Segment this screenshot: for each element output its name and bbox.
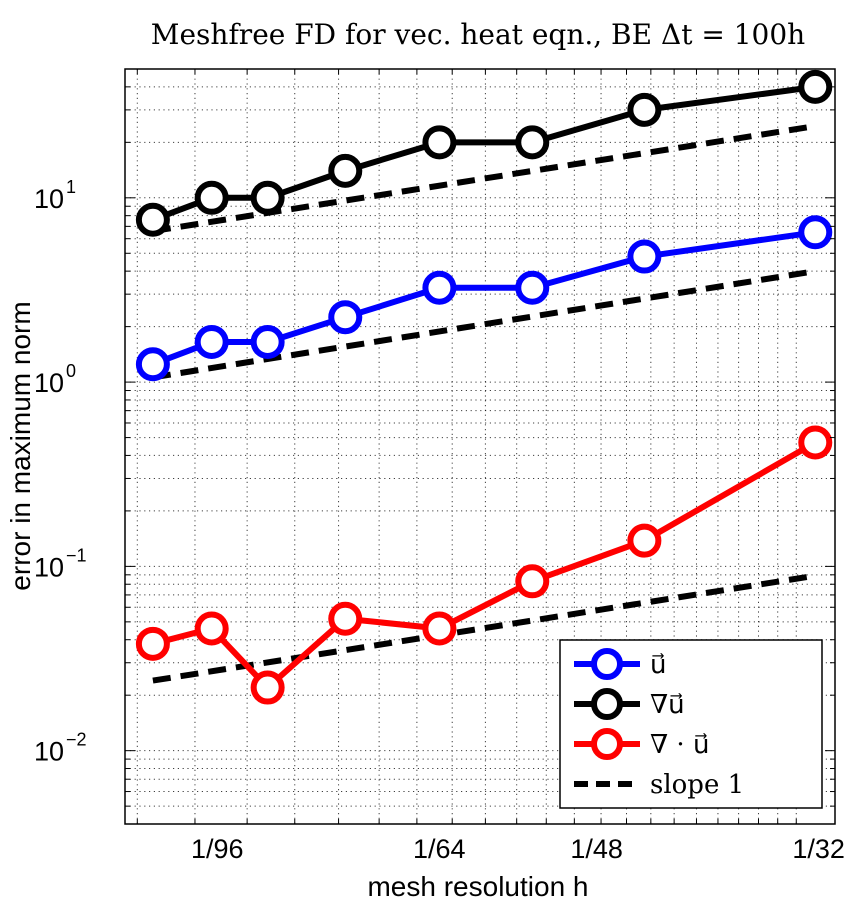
series-layer xyxy=(135,69,833,705)
y-tick-exponent: 0 xyxy=(66,361,76,381)
data-point xyxy=(194,180,229,215)
data-point xyxy=(194,325,229,360)
data-point xyxy=(250,180,285,215)
y-axis-label: error in maximum norm xyxy=(5,301,36,590)
data-point xyxy=(798,215,833,250)
data-point xyxy=(250,670,285,705)
data-point xyxy=(515,125,550,160)
axes-box xyxy=(124,68,836,825)
x-tick-label: 1/32 xyxy=(792,834,845,864)
data-point xyxy=(515,564,550,599)
data-point xyxy=(627,523,662,558)
legend-swatch-marker xyxy=(591,648,623,680)
y-tick-exponent: −1 xyxy=(66,545,87,565)
data-point xyxy=(328,153,363,188)
data-point xyxy=(515,270,550,305)
data-point xyxy=(250,325,285,360)
series-grad-u xyxy=(135,69,833,237)
y-tick-label: 10 xyxy=(34,368,64,398)
legend-entry-label: ∇ · u⃗ xyxy=(650,730,709,760)
legend-entry-label: ∇u⃗ xyxy=(650,690,685,720)
x-tick-label: 1/64 xyxy=(413,834,466,864)
y-tick-label: 10 xyxy=(34,737,64,767)
legend-swatch-marker xyxy=(591,728,623,760)
chart-title: Meshfree FD for vec. heat eqn., BE Δt = … xyxy=(151,18,805,51)
data-point xyxy=(135,626,170,661)
data-point xyxy=(627,239,662,274)
y-tick-label: 10 xyxy=(34,552,64,582)
x-axis-label: mesh resolution h xyxy=(367,871,588,902)
series-div-u xyxy=(135,425,833,705)
data-point xyxy=(194,611,229,646)
data-point xyxy=(422,611,457,646)
data-point xyxy=(135,347,170,382)
data-point xyxy=(328,601,363,636)
series-u xyxy=(135,215,833,382)
y-tick-exponent: 1 xyxy=(66,177,76,197)
data-point xyxy=(798,425,833,460)
data-point xyxy=(627,92,662,127)
series-slope-1 xyxy=(152,123,816,684)
y-tick-exponent: −2 xyxy=(66,730,87,750)
legend-entry-label: u⃗ xyxy=(650,650,666,680)
legend-entry-label: slope 1 xyxy=(650,770,744,800)
data-point xyxy=(135,202,170,237)
data-point xyxy=(422,270,457,305)
y-tick-label: 10 xyxy=(34,184,64,214)
data-point xyxy=(422,125,457,160)
data-point xyxy=(328,300,363,335)
legend: u⃗ ∇u⃗ ∇ · u⃗ slope 1 xyxy=(559,639,823,809)
data-point xyxy=(798,69,833,104)
x-tick-label: 1/48 xyxy=(570,834,623,864)
legend-swatch-marker xyxy=(591,688,623,720)
x-tick-label: 1/96 xyxy=(191,834,244,864)
